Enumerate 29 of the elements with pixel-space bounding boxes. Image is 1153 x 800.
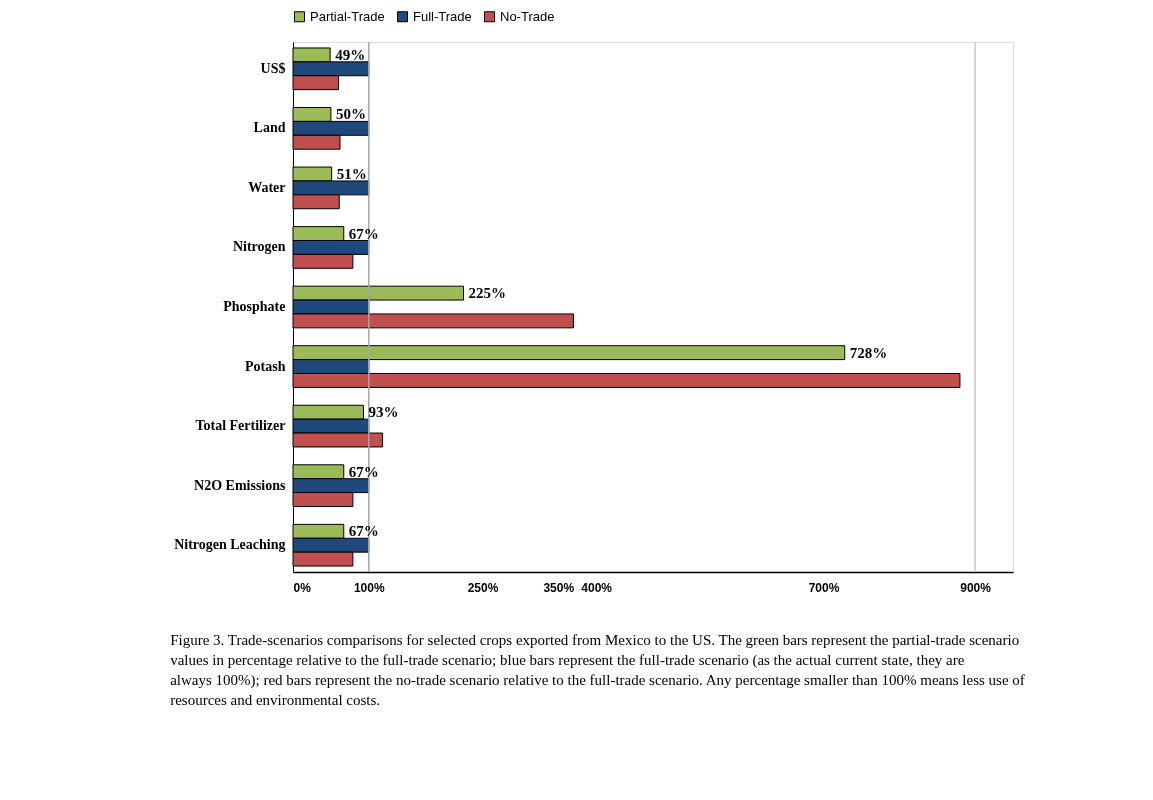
data-label: 67% (348, 523, 379, 540)
x-tick-label: 700% (808, 580, 840, 595)
data-label: 728% (849, 344, 888, 361)
caption: Figure 3. Trade-scenarios comparisons for selected crops exported from Mexico to the US. The green bars represent the partial-trade scenario values in percentage relative to the full-trade scenario; blue bars represent the full-trade scenario (as the actual current state, they are always 100%); red bars represent the no-trade scenario relative to the full-trade scenario. Any percentage smaller than 100% means less use of resources and environmental costs. (170, 632, 1025, 708)
x-tick-label: 250% (467, 580, 499, 595)
x-tick-label: 0% (293, 580, 312, 595)
x-tick-label: 100% (353, 580, 385, 595)
data-label: 67% (348, 225, 379, 242)
y-tick-label: Land (253, 120, 286, 136)
data-label: 49% (335, 46, 366, 63)
data-label: 67% (348, 463, 379, 480)
legend-label: No-Trade (500, 8, 555, 24)
y-tick-label: Total Fertilizer (195, 418, 286, 434)
legend-label: Partial-Trade (310, 8, 385, 24)
legend-label: Full-Trade (413, 8, 472, 24)
data-label: 93% (368, 404, 399, 421)
data-label: 51% (336, 166, 367, 182)
data-label: 50% (335, 106, 366, 123)
y-tick-label: N2O Emissions (194, 477, 287, 493)
y-tick-label: US$ (260, 60, 286, 76)
x-tick-label: 350% (543, 580, 575, 595)
y-tick-label: Nitrogen (232, 239, 286, 255)
x-tick-label: 900% (960, 580, 992, 595)
data-label: 225% (468, 285, 507, 302)
y-tick-label: Phosphate (223, 299, 286, 314)
y-tick-label: Water (248, 179, 286, 195)
y-tick-label: Nitrogen Leaching (174, 537, 286, 553)
x-tick-label: 400% (581, 580, 613, 595)
y-tick-label: Potash (245, 358, 286, 374)
